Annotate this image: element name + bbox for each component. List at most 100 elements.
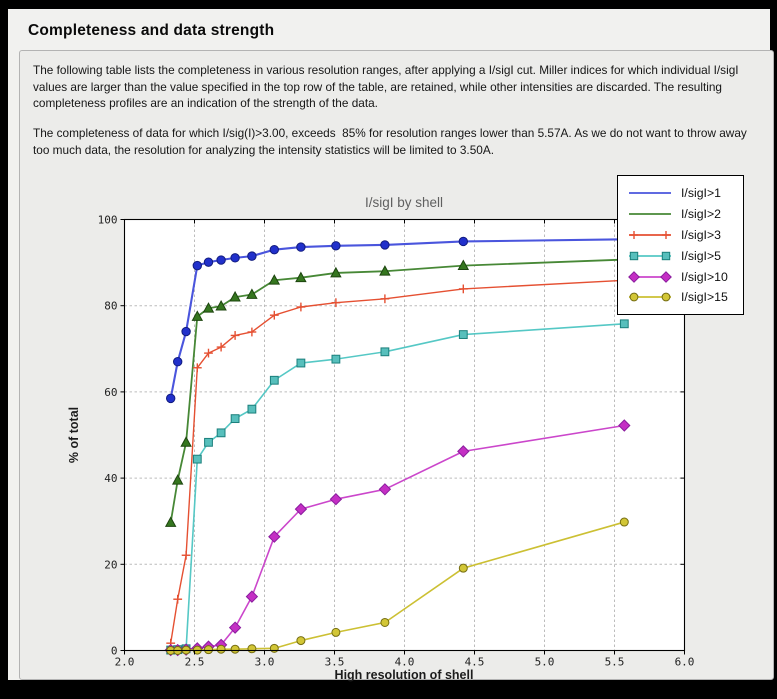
legend-marker [661,251,671,260]
legend-marker [660,270,672,283]
series-marker [295,271,307,283]
series-line-i-sigi-1 [169,238,626,400]
series-marker [457,445,470,458]
legend-swatch [629,251,671,260]
series-marker [204,437,213,447]
series-marker [181,326,191,337]
series-marker [378,483,392,496]
series-marker [269,375,279,385]
series-marker [245,590,259,603]
completeness-chart: 2.0 2.5 3.0 3.5 4.0 4.5 5.0 5.5 6.0 0 20 40 60 80 100 … [8,9,777,699]
legend-label: I/sigI>15 [681,290,728,305]
series-marker [329,493,343,506]
legend-swatch [629,192,671,195]
legend-label: I/sigI>3 [681,227,721,242]
series-marker [619,319,629,329]
series-marker [379,265,391,276]
series-marker [380,617,390,627]
legend-item-i-sigi-2: I/sigI>2 [618,204,743,225]
series-line-i-sigi-2 [169,258,626,524]
series-marker [247,251,257,261]
report-panel: Completeness and data strength The follo… [8,9,774,682]
y-tick-label: 60 [104,386,117,399]
series-marker [246,288,258,299]
series-marker [458,236,468,247]
legend-label: I/sigI>1 [681,186,721,201]
legend-marker [628,270,640,283]
series-marker [247,404,257,414]
series-marker [171,474,184,485]
series-marker [618,419,631,432]
y-tick-label: 0 [111,645,118,658]
series-marker [457,259,470,271]
legend-label: I/sigI>10 [681,269,728,284]
series-marker [247,644,257,654]
series-line-i-sigi-5 [169,323,626,651]
series-marker [296,636,306,646]
x-tick-label: 3.0 [255,656,275,669]
series-marker [230,414,240,424]
legend-item-i-sigi-10: I/sigI>10 [618,266,743,287]
series-marker [191,310,204,321]
series-marker [619,517,629,527]
series-marker [296,358,306,368]
series-marker [268,530,281,543]
series-marker [164,516,177,527]
legend-item-i-sigi-3: I/sigI>3 [618,225,743,246]
legend-swatch [629,213,671,216]
series-marker [215,299,227,311]
series-marker [202,302,215,313]
y-tick-label: 20 [104,558,117,571]
series-marker [330,266,342,278]
series-marker [166,393,176,404]
series-marker [268,274,281,285]
chart-legend: I/sigI>1 I/sigI>2 I/sigI>3 I/sigI>5 I/sigI>1… [617,175,744,315]
legend-item-i-sigi-1: I/sigI>1 [618,183,743,204]
series-marker [203,257,214,267]
series-marker [269,244,279,255]
y-tick-label: 100 [98,214,118,227]
series-marker [230,253,240,263]
legend-item-i-sigi-5: I/sigI>5 [618,245,743,266]
description-paragraph-2: The completeness of data for which I/sig… [33,126,751,157]
legend-label: I/sigI>5 [681,248,721,263]
legend-marker [629,251,639,260]
series-marker [380,240,390,250]
series-marker [216,255,226,265]
series-marker [180,436,192,447]
series-marker [228,621,242,634]
x-axis-label: High resolution of shell [334,668,474,682]
series-marker [229,290,241,302]
series-marker [192,260,203,271]
series-marker [204,645,213,655]
series-marker [216,644,226,654]
series-marker [230,644,240,654]
legend-marker [661,292,671,302]
series-marker [269,643,279,653]
series-marker [458,330,468,339]
chart-title: I/sigI by shell [364,195,444,210]
series-marker [192,454,202,464]
chart-canvas: 2.0 2.5 3.0 3.5 4.0 4.5 5.0 5.5 6.0 0 20 40 60 80 100 [98,214,695,669]
x-tick-label: 4.5 [465,656,485,669]
series-marker [173,357,183,367]
series-marker [216,428,226,438]
legend-marker [629,292,639,302]
series-marker [296,242,306,252]
x-tick-label: 3.5 [325,656,345,669]
series-marker [380,347,390,357]
legend-label: I/sigI>2 [681,207,721,222]
y-axis-label: % of total [67,406,81,464]
series-line-i-sigi-3 [169,279,625,644]
x-tick-label: 2.5 [185,656,205,669]
legend-swatch [628,270,672,283]
series-marker [458,563,468,573]
series-marker [331,241,341,251]
series-marker [331,627,341,637]
legend-item-i-sigi-15: I/sigI>15 [618,287,743,308]
series-marker [331,354,341,364]
x-tick-label: 2.0 [115,656,135,669]
x-tick-label: 5.5 [605,656,625,669]
y-tick-label: 80 [104,300,117,313]
